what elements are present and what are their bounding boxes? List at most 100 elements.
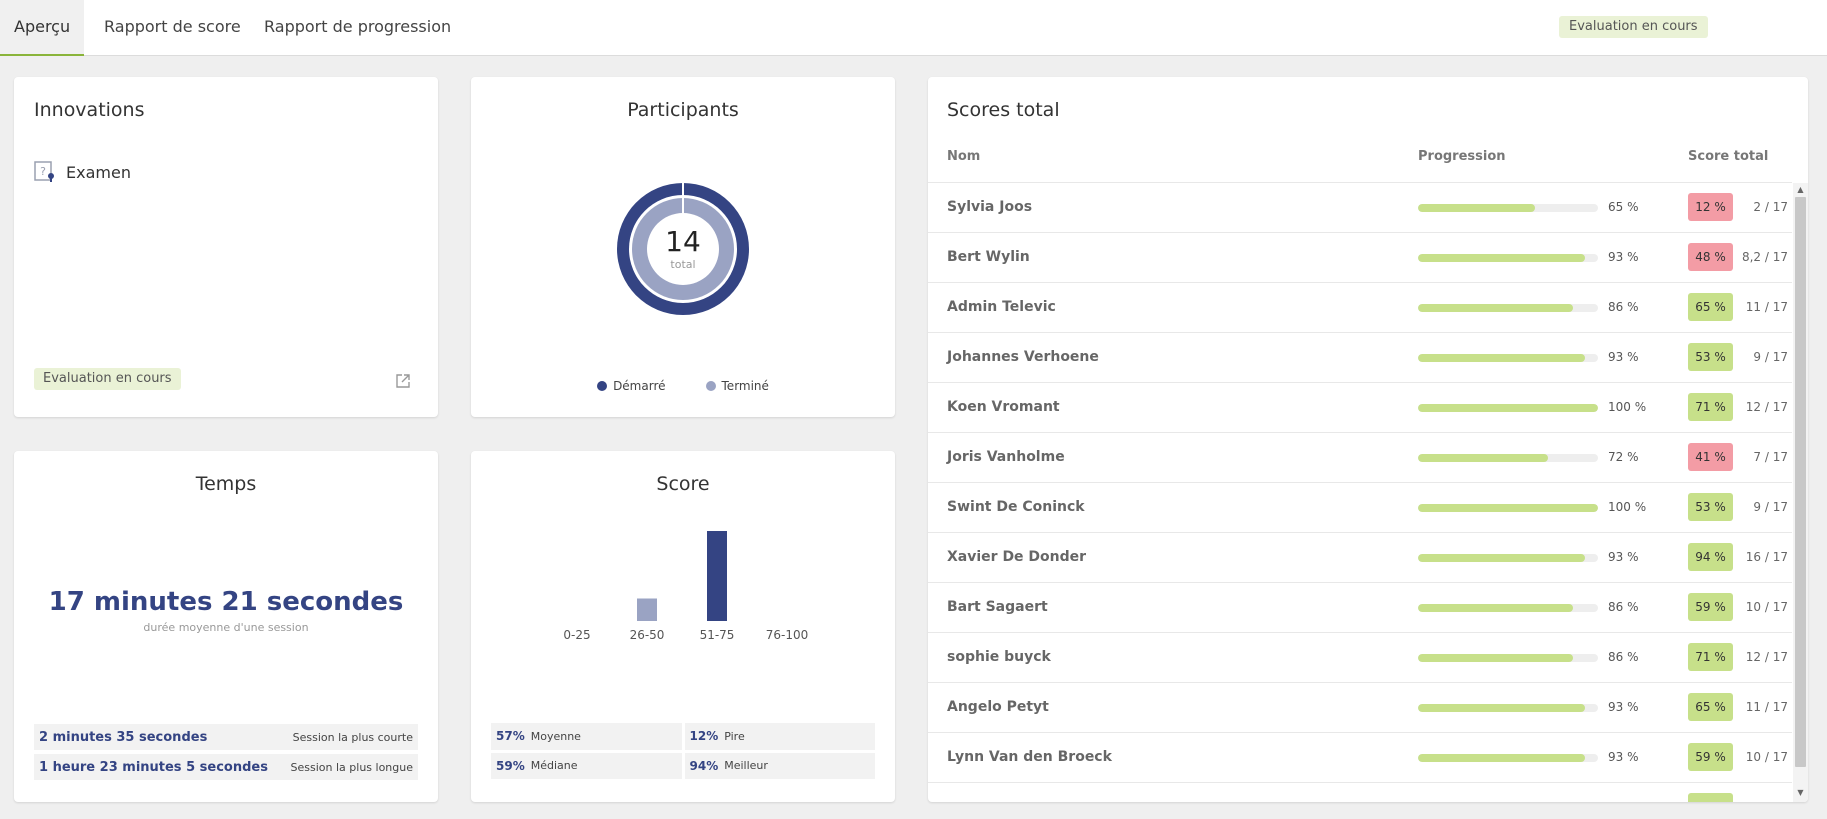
scores-scrollbar[interactable]: ▲ ▼ [1793,183,1808,802]
external-link-icon[interactable] [395,373,411,389]
column-header-progress[interactable]: Progression [1418,149,1506,164]
participant-name[interactable]: Sylvia Joos [947,199,1033,215]
score-fraction: 8,2 / 17 [1741,250,1788,264]
exam-item[interactable]: ? Examen [34,161,131,183]
median-label: Médiane [530,759,578,773]
table-row[interactable]: Sylvia Joos 65 % 12 % 2 / 17 [928,182,1792,232]
histogram-tick-label: 26-50 [630,628,665,642]
progress-percent: 72 % [1608,450,1639,464]
table-row[interactable]: Angelo Petyt 93 % 65 % 11 / 17 [928,682,1792,732]
participant-name[interactable]: Joris Vanholme [947,449,1065,465]
participant-name[interactable]: Lynn Van den Broeck [947,749,1112,765]
scores-total-title: Scores total [947,99,1060,121]
participant-name[interactable]: Bert Wylin [947,249,1030,265]
progress-bar-fill [1418,254,1586,262]
progress-bar-fill [1418,754,1586,762]
mean-label: Moyenne [530,729,581,743]
score-badge: 65 % [1688,693,1733,721]
progress-bar-fill [1418,704,1586,712]
progress-bar [1418,304,1598,312]
average-session-label: durée moyenne d'une session [143,621,309,634]
progress-bar [1418,454,1598,462]
score-fraction: 11 / 17 [1745,300,1788,314]
progress-percent: 93 % [1608,750,1639,764]
progress-bar [1418,704,1598,712]
scroll-up-icon[interactable]: ▲ [1797,185,1804,194]
score-histogram: 0-25 26-50 51-75 76-100 [563,531,809,642]
score-fraction: 12 / 17 [1745,650,1788,664]
table-row[interactable]: Swint De Coninck 100 % 53 % 9 / 17 [928,482,1792,532]
worst-value: 12% [689,729,719,744]
scores-table-header: Nom Progression Score total [928,149,1808,177]
participant-name[interactable]: Bart Sagaert [947,599,1048,615]
legend-item-termine: Terminé [705,379,769,393]
histogram-bar-51-75 [707,531,727,621]
score-badge: 53 % [1688,343,1733,371]
participant-name[interactable]: sophie buyck [947,649,1051,665]
legend-label-termine: Terminé [721,379,769,393]
score-fraction: 9 / 17 [1753,350,1788,364]
shortest-session-row: 2 minutes 35 secondes Session la plus co… [34,724,418,750]
participants-total-label: total [670,258,696,271]
histogram-tick-label: 76-100 [766,628,809,642]
table-row[interactable] [928,782,1792,802]
score-badge: 59 % [1688,593,1733,621]
progress-bar-fill [1418,354,1586,362]
tab-rapport-de-score[interactable]: Rapport de score [104,17,241,36]
longest-session-row: 1 heure 23 minutes 5 secondes Session la… [34,754,418,780]
score-badge: 12 % [1688,193,1733,221]
participant-name[interactable]: Swint De Coninck [947,499,1085,515]
table-row[interactable]: Johannes Verhoene 93 % 53 % 9 / 17 [928,332,1792,382]
table-row[interactable]: Xavier De Donder 93 % 94 % 16 / 17 [928,532,1792,582]
participant-name[interactable]: Johannes Verhoene [947,349,1099,365]
score-stat-median: 59% Médiane [491,752,682,779]
exam-label: Examen [66,162,131,182]
column-header-score[interactable]: Score total [1688,149,1769,164]
column-header-name[interactable]: Nom [947,149,981,164]
innovations-card: Innovations ? Examen Evaluation en cours [14,77,438,417]
status-badge: Evaluation en cours [1559,16,1708,38]
score-fraction: 16 / 17 [1745,550,1788,564]
tab-rapport-de-progression[interactable]: Rapport de progression [264,17,452,36]
score-badge: 71 % [1688,393,1733,421]
median-value: 59% [496,758,525,773]
progress-bar-fill [1418,504,1598,512]
mean-value: 57% [496,729,525,744]
temps-title: Temps [195,473,257,495]
progress-bar [1418,554,1598,562]
score-stat-best: 94% Meilleur [684,752,875,779]
shortest-session-label: Session la plus courte [292,730,413,744]
progress-percent: 100 % [1608,500,1646,514]
participant-name[interactable]: Admin Televic [947,299,1056,315]
legend-item-demarre: Démarré [597,379,666,393]
top-tab-bar: Aperçu Rapport de score Rapport de progr… [0,0,1827,56]
table-row[interactable]: Lynn Van den Broeck 93 % 59 % 10 / 17 [928,732,1792,782]
progress-bar [1418,654,1598,662]
progress-bar-fill [1418,204,1535,212]
score-fraction: 11 / 17 [1745,700,1788,714]
progress-bar-fill [1418,604,1573,612]
score-stat-worst: 12% Pire [684,723,875,750]
scrollbar-thumb[interactable] [1795,197,1806,767]
table-row[interactable]: Koen Vromant 100 % 71 % 12 / 17 [928,382,1792,432]
longest-session-label: Session la plus longue [290,760,413,774]
progress-bar [1418,504,1598,512]
scroll-down-icon[interactable]: ▼ [1797,788,1804,797]
progress-percent: 100 % [1608,400,1646,414]
score-badge: 53 % [1688,493,1733,521]
score-title: Score [656,473,710,495]
table-row[interactable]: Admin Televic 86 % 65 % 11 / 17 [928,282,1792,332]
participant-name[interactable]: Angelo Petyt [947,699,1049,715]
table-row[interactable]: Bert Wylin 93 % 48 % 8,2 / 17 [928,232,1792,282]
table-row[interactable]: sophie buyck 86 % 71 % 12 / 17 [928,632,1792,682]
legend-dot-demarre [597,381,608,391]
tab-apercu[interactable]: Aperçu [0,0,84,56]
progress-percent: 86 % [1608,600,1639,614]
score-badge: 41 % [1688,443,1733,471]
score-badge: 94 % [1688,543,1733,571]
table-row[interactable]: Joris Vanholme 72 % 41 % 7 / 17 [928,432,1792,482]
best-value: 94% [689,758,719,773]
participant-name[interactable]: Xavier De Donder [947,549,1087,565]
participant-name[interactable]: Koen Vromant [947,399,1060,415]
table-row[interactable]: Bart Sagaert 86 % 59 % 10 / 17 [928,582,1792,632]
